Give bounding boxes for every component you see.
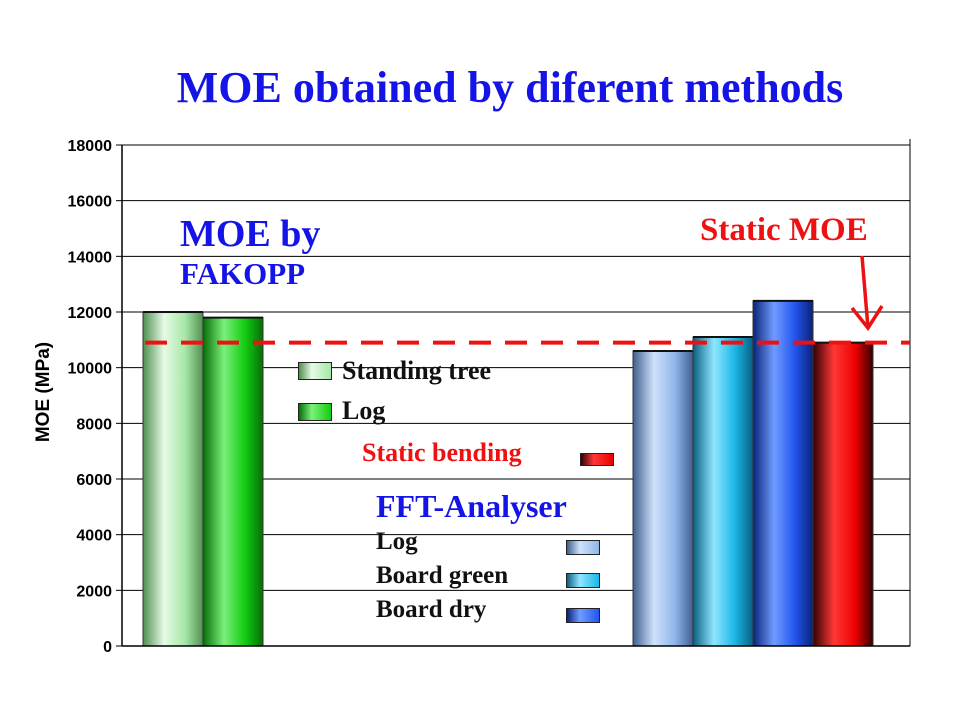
y-tick-label: 2000 [76, 583, 112, 600]
y-tick-labels: 0 2000 4000 6000 8000 10000 12000 14000 16000 180… [68, 138, 113, 656]
y-tick-label: 10000 [68, 361, 113, 378]
legend-swatch-log-fft [566, 540, 600, 555]
legend-label-static-bending: Static bending [362, 438, 522, 467]
annotation-fakopp: FAKOPP [180, 256, 306, 291]
bars [142, 299, 874, 647]
legend-swatch-standing-tree [298, 362, 332, 380]
legend-label-log-fakopp: Log [342, 396, 386, 425]
y-axis-label: MOE (MPa) [33, 341, 54, 443]
y-tick-label: 4000 [76, 528, 112, 545]
y-tick-label: 18000 [68, 138, 113, 155]
y-tick-label: 14000 [68, 249, 113, 266]
legend-swatch-board-green [566, 573, 600, 588]
static-arrow-icon [850, 255, 884, 332]
bar-log [202, 317, 264, 647]
bar-log [632, 350, 694, 647]
y-tick-label: 12000 [68, 305, 113, 322]
annotation-static-moe: Static MOE [700, 212, 868, 248]
legend-label-board-dry: Board dry [376, 596, 487, 623]
legend-label-board-green: Board green [376, 562, 509, 589]
legend-swatch-log-fakopp [298, 403, 332, 421]
y-tick-label: 0 [103, 639, 112, 656]
y-tick-label: 16000 [68, 194, 113, 211]
slide-title: MOE obtained by diferent methods [176, 63, 844, 112]
bar-standing-tree [142, 311, 204, 647]
annotation-moe-by: MOE by [180, 213, 321, 255]
legend-label-standing-tree: Standing tree [342, 356, 492, 385]
bar-board-green [692, 336, 754, 647]
bar-static-bending [812, 342, 874, 647]
legend-heading-fft-analyser: FFT-Analyser [376, 488, 567, 524]
y-tick-label: 8000 [76, 416, 112, 433]
bar-board-dry [752, 300, 814, 647]
legend-swatch-static-bending [580, 453, 614, 466]
legend-swatch-board-dry [566, 608, 600, 623]
y-tick-label: 6000 [76, 472, 112, 489]
arrow-layer [850, 255, 884, 332]
legend-label-log-fft: Log [376, 528, 418, 555]
axes [116, 139, 911, 647]
